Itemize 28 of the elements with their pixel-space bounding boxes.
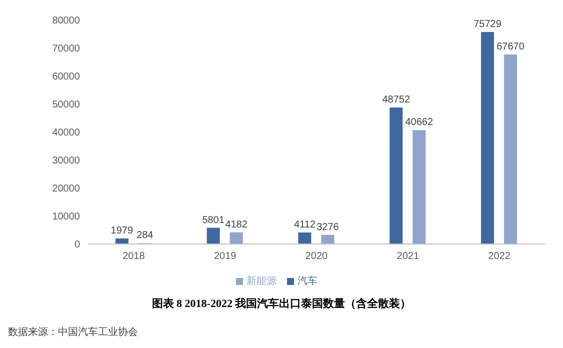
legend-label: 汽车 [298,276,318,287]
data-label: 284 [136,230,154,242]
y-tick-label: 70000 [52,44,80,55]
x-tick-label: 2018 [122,251,146,262]
y-tick-label: 60000 [52,72,80,83]
y-tick-label: 80000 [52,16,80,27]
x-tick-label: 2022 [488,251,511,262]
data-label: 1979 [110,225,134,236]
data-label: 4112 [294,219,316,230]
y-tick-label: 40000 [52,128,80,139]
data-label: 4182 [225,219,248,230]
source-note: 数据来源：中国汽车工业协会 [8,326,139,339]
y-tick-label: 20000 [52,184,80,195]
y-tick-label: 30000 [52,156,80,167]
y-tick-label: 10000 [52,212,80,223]
data-label: 40662 [405,117,434,128]
legend-label: 新能源 [246,276,276,287]
x-tick-label: 2020 [305,251,328,262]
x-tick-label: 2021 [396,251,420,262]
data-label: 75729 [474,18,502,30]
x-tick-label: 2019 [214,251,237,262]
data-label: 5801 [202,214,225,226]
data-label: 48752 [382,94,410,106]
data-label: 67670 [496,42,525,53]
y-tick-label: 50000 [52,100,80,111]
y-tick-label: 0 [74,240,80,251]
text: 图表 8 2018-2022 我国汽车出口泰国数量（含全散装） [150,296,412,311]
data-label: 3276 [316,222,340,233]
